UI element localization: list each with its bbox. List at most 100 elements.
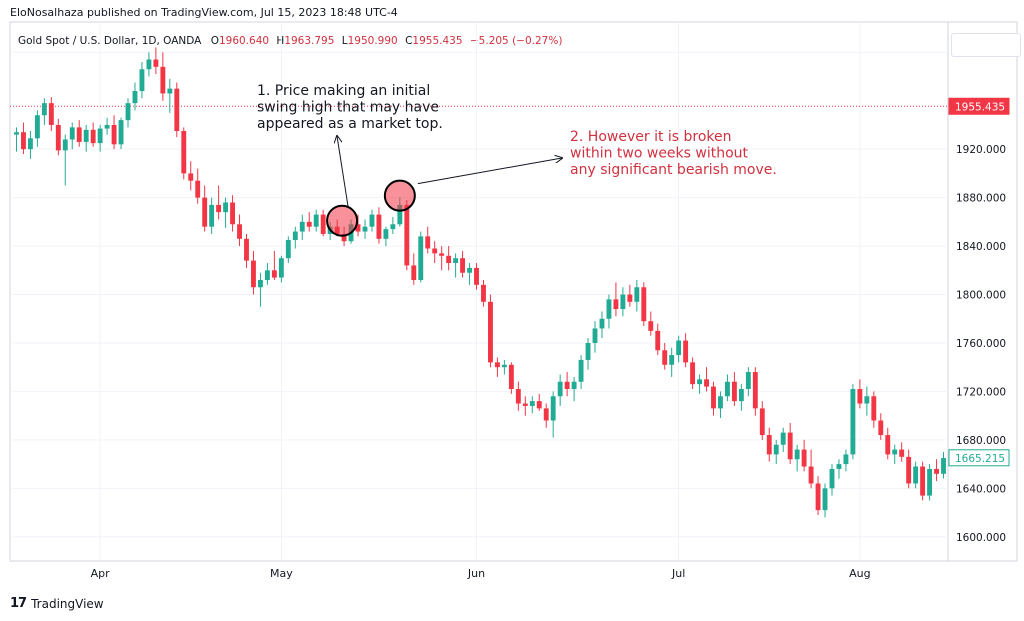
candle-body [543,408,549,421]
candle-body [258,279,263,288]
low-value: 1950.990 [347,35,398,47]
candle-body [585,342,591,360]
candle-body [104,124,110,129]
candle-body [634,287,640,302]
candle-body [494,362,500,368]
candle-body [822,488,828,511]
last-close-tag-box [948,449,1010,467]
publisher-line: EloNosalhaza published on TradingView.co… [10,6,398,19]
current-price-tag: 1955.435 [955,101,1005,113]
y-tick-label: 1760.000 [956,338,1006,350]
candle-body [871,396,877,421]
candle-body [606,299,612,319]
candle-body [655,330,661,351]
candle-body [731,381,737,402]
candle-body [627,294,633,302]
candle-body [676,340,682,356]
candle-body [251,260,256,288]
candle-body [369,214,375,227]
annotation-1-line: swing high that may have [257,100,439,116]
symbol-legend: Gold Spot / U.S. Dollar, 1D, OANDA O1960… [18,35,562,47]
candle-body [216,204,222,213]
symbol-name: Gold Spot / U.S. Dollar, 1D, OANDA [18,35,202,47]
candle-body [892,449,898,455]
candle-body [690,362,696,385]
candle-body [913,466,919,484]
candle-body [278,258,284,278]
scale-settings-button[interactable] [951,33,1021,57]
candle-body [474,267,479,285]
y-tick-label: 1840.000 [956,241,1006,253]
candle-body [48,103,54,125]
candle-body [362,226,368,232]
candle-body [836,464,842,469]
candle-body [711,386,716,409]
footer-brand: TradingView [31,596,104,611]
breakout-circle [383,179,416,212]
candle-body [620,294,626,310]
candle-body [808,466,814,484]
candle-body [766,435,772,455]
annotation-arrow-2 [417,158,562,185]
candle-body [662,350,668,365]
open-label: O [210,35,219,47]
candle-body [578,359,584,382]
candle-body [829,468,835,489]
candle-body [941,458,946,474]
candle-body [801,449,807,467]
candle-body [355,224,361,232]
candle-body [934,468,939,474]
y-tick-label: 1880.000 [956,193,1006,205]
candle-body [501,364,507,368]
candle-body [425,236,431,249]
candle-body [41,103,47,116]
candle-body [843,454,849,465]
candle-body [481,284,486,302]
candle-body [725,381,730,397]
candle-body [550,396,556,421]
candle-body [132,91,138,104]
candle-body [850,389,856,455]
low-label: L [341,35,348,47]
candle-body [264,270,270,280]
swing-high-circle [326,204,359,237]
y-tick-label: 1800.000 [956,290,1006,302]
candle-body [404,204,410,266]
candle-body [752,372,758,409]
y-tick-label: 1680.000 [956,435,1006,447]
candle-body [557,381,563,397]
candle-body [885,435,891,455]
candle-body [738,389,744,402]
candle-body [271,270,277,278]
candle-body [641,287,647,322]
annotation-2-line: within two weeks without [570,146,749,162]
candle-body [285,240,291,259]
open-value: 1960.640 [218,35,270,47]
candle-body [320,214,326,234]
current-price-tag-box [948,97,1010,115]
candle-body [167,88,173,94]
candle-body [571,381,577,390]
candle-body [453,258,459,264]
candle-body [697,379,702,385]
candle-body [27,138,33,150]
candle-body [508,364,514,390]
candle-body [160,66,166,94]
candle-body [745,372,751,390]
candle-body [14,132,19,135]
candle-body [467,267,472,273]
candle-body [390,224,396,230]
candle-body [244,238,249,261]
candle-body [669,355,675,365]
annotation-1-line: appeared as a market top. [257,116,443,132]
x-tick-label: Jun [467,567,485,580]
annotation-2-line: any significant bearish move. [570,162,777,178]
candle-body [111,124,117,145]
candle-body [202,197,208,227]
candle-body [174,88,180,132]
candle-body [648,321,654,331]
candle-body [599,318,605,329]
candle-body [927,468,933,496]
footer: 17 TradingView [10,596,104,611]
